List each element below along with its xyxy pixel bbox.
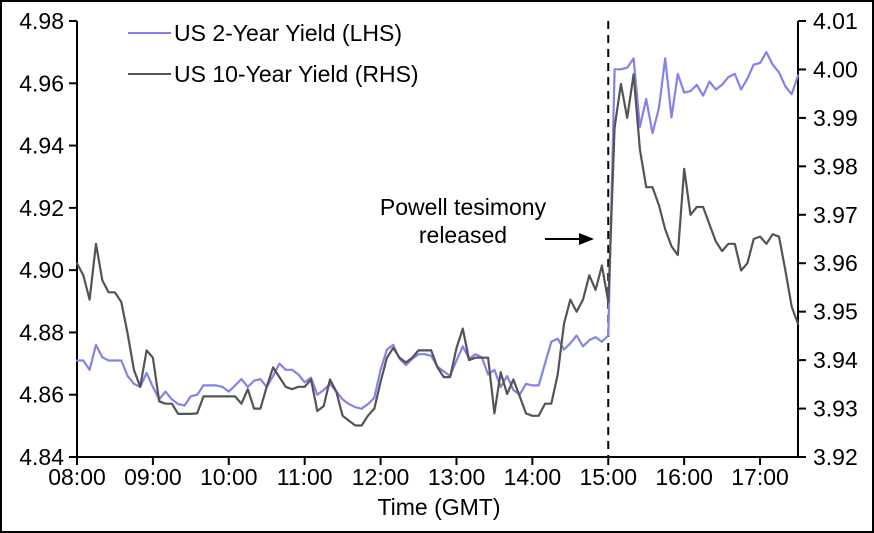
svg-text:12:00: 12:00: [352, 464, 410, 490]
event-annotation: Powell tesimony released: [350, 193, 576, 249]
svg-text:15:00: 15:00: [579, 464, 637, 490]
svg-text:09:00: 09:00: [124, 464, 182, 490]
legend-line-sample-10yr: [128, 72, 171, 76]
svg-text:08:00: 08:00: [48, 464, 106, 490]
svg-text:3.95: 3.95: [813, 299, 858, 325]
svg-text:4.92: 4.92: [19, 195, 64, 221]
svg-text:4.94: 4.94: [19, 133, 64, 159]
svg-text:13:00: 13:00: [428, 464, 486, 490]
svg-text:4.00: 4.00: [813, 56, 858, 82]
legend-label-10yr: US 10-Year Yield (RHS): [174, 60, 419, 87]
svg-text:4.98: 4.98: [19, 8, 64, 34]
svg-text:17:00: 17:00: [731, 464, 789, 490]
svg-text:4.86: 4.86: [19, 382, 64, 408]
legend-entry-2yr: US 2-Year Yield (LHS): [128, 18, 419, 48]
event-annotation-line2: released: [418, 222, 508, 248]
svg-text:4.84: 4.84: [19, 444, 64, 470]
svg-text:14:00: 14:00: [504, 464, 562, 490]
svg-text:4.96: 4.96: [19, 70, 64, 96]
legend-label-2yr: US 2-Year Yield (LHS): [174, 19, 402, 46]
x-axis-title: Time (GMT): [377, 494, 501, 520]
svg-text:3.92: 3.92: [813, 444, 858, 470]
svg-text:4.88: 4.88: [19, 319, 64, 345]
svg-text:3.99: 3.99: [813, 105, 858, 131]
svg-text:3.96: 3.96: [813, 250, 858, 276]
svg-text:3.97: 3.97: [813, 202, 858, 228]
svg-text:10:00: 10:00: [200, 464, 258, 490]
svg-text:11:00: 11:00: [277, 464, 333, 490]
legend-entry-10yr: US 10-Year Yield (RHS): [128, 59, 419, 89]
svg-text:3.94: 3.94: [813, 347, 858, 373]
legend: US 2-Year Yield (LHS) US 10-Year Yield (…: [128, 18, 419, 100]
svg-text:16:00: 16:00: [655, 464, 713, 490]
svg-text:4.90: 4.90: [19, 257, 64, 283]
svg-text:4.01: 4.01: [813, 8, 858, 34]
svg-text:3.98: 3.98: [813, 153, 858, 179]
svg-text:3.93: 3.93: [813, 396, 858, 422]
event-annotation-line1: Powell tesimony: [379, 194, 547, 220]
legend-line-sample-2yr: [128, 31, 171, 35]
